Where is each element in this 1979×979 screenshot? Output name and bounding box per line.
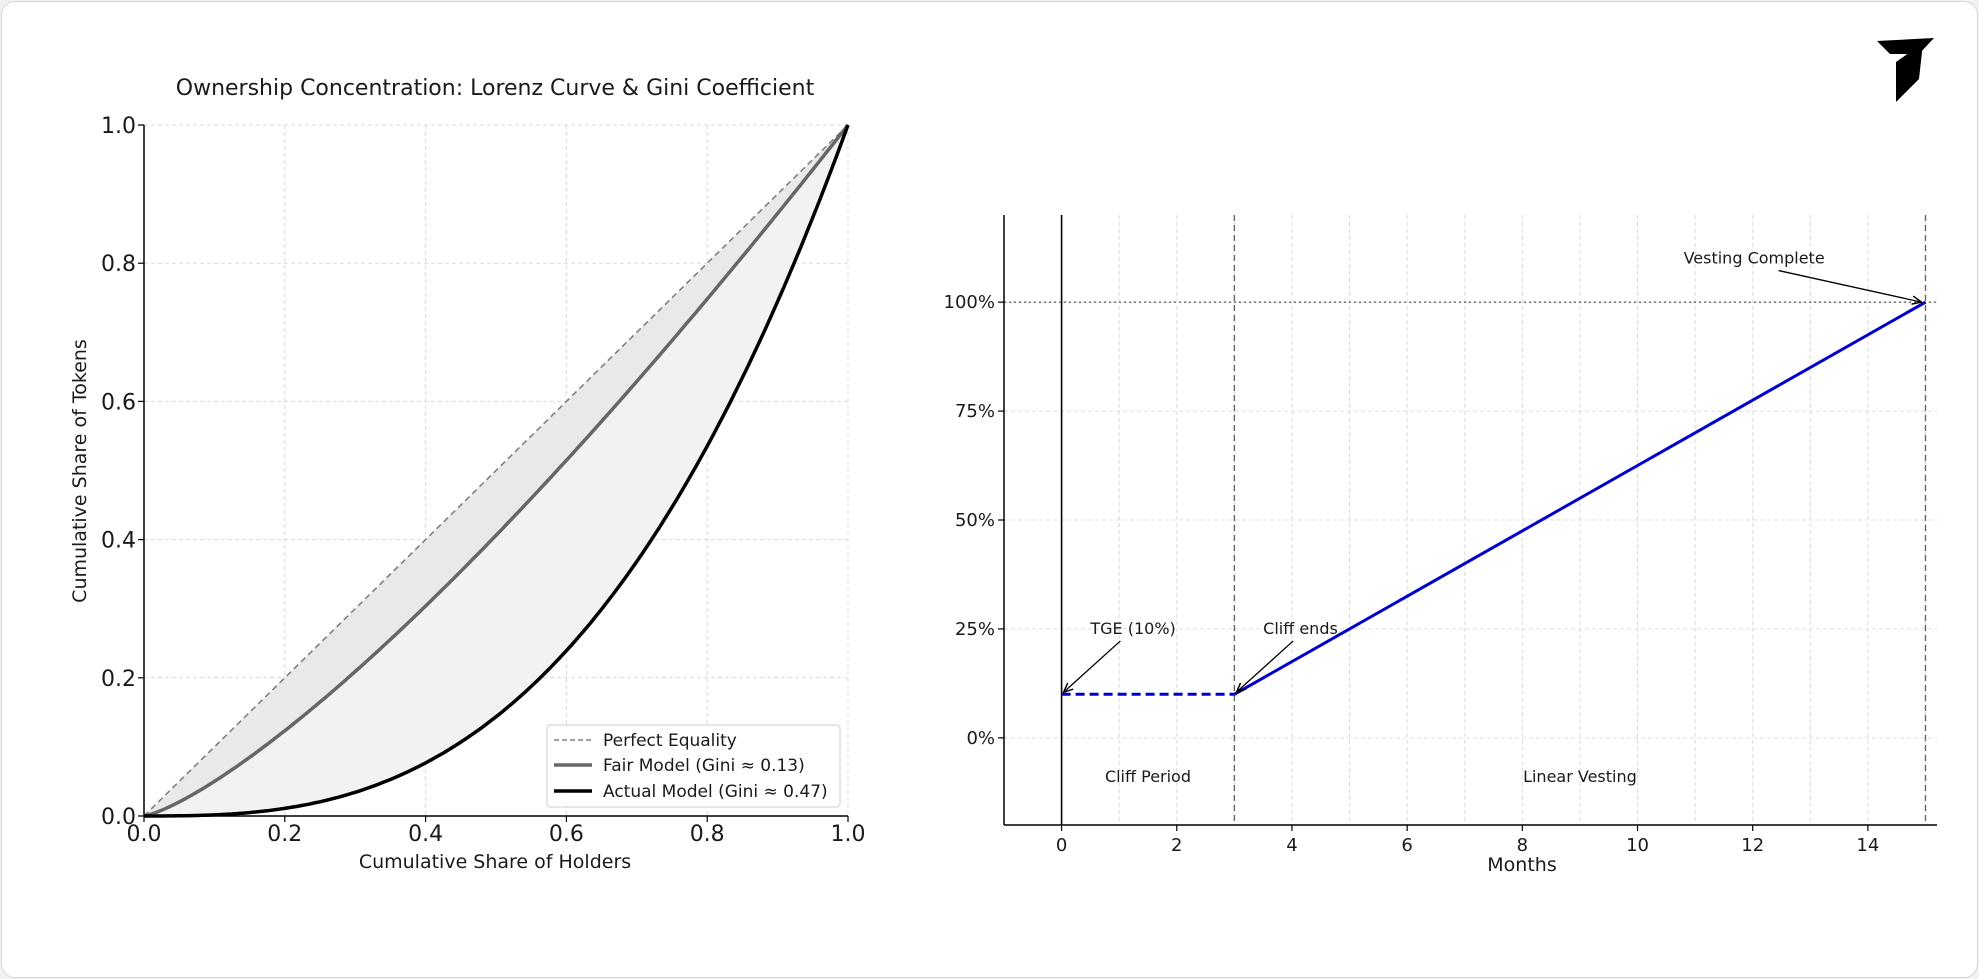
x-tick-label: 12 bbox=[1741, 835, 1764, 856]
series-fair-model bbox=[143, 123, 850, 818]
logo-top-shape bbox=[1877, 38, 1934, 54]
annotation-arrow bbox=[1064, 640, 1121, 692]
annotation-label: TGE (10%) bbox=[1089, 619, 1175, 638]
vesting-x-axis-label: Months bbox=[1487, 854, 1556, 876]
y-tick-label: 100% bbox=[944, 292, 995, 313]
y-tick-label: 0.0 bbox=[101, 805, 136, 830]
y-tick-label: 25% bbox=[955, 619, 995, 640]
legend-label-fair: Fair Model (Gini ≈ 0.13) bbox=[603, 756, 805, 776]
annotation-arrow bbox=[1236, 640, 1294, 692]
vesting-lines bbox=[1061, 300, 1927, 696]
x-tick-label: 1.0 bbox=[831, 822, 866, 847]
vesting-reference-lines bbox=[1004, 215, 1937, 825]
series-linear-vesting bbox=[1233, 300, 1927, 696]
region-fair-to-actual bbox=[144, 125, 848, 816]
y-tick-label: 1.0 bbox=[101, 114, 136, 139]
x-tick-label: 0 bbox=[1056, 835, 1067, 856]
annotation-label: Vesting Complete bbox=[1684, 249, 1825, 268]
x-tick-label: 0.8 bbox=[690, 822, 725, 847]
x-tick-label: 14 bbox=[1856, 835, 1879, 856]
region-label: Cliff Period bbox=[1105, 767, 1191, 786]
lorenz-axes bbox=[143, 125, 848, 817]
y-tick-label: 0.8 bbox=[101, 252, 136, 277]
x-tick-label: 0.4 bbox=[408, 822, 443, 847]
brand-logo bbox=[1877, 38, 1934, 102]
x-tick-label: 0.6 bbox=[549, 822, 584, 847]
series-actual-model bbox=[144, 124, 850, 818]
lorenz-y-axis-label: Cumulative Share of Tokens bbox=[69, 339, 91, 603]
lorenz-chart: 0.0 0.2 0.4 0.6 0.8 1.0 0.0 0.2 0.4 0.6 0.8 1.0 Own… bbox=[69, 76, 866, 873]
y-tick-label: 50% bbox=[955, 510, 995, 531]
lorenz-lines bbox=[143, 123, 850, 818]
x-tick-label: 4 bbox=[1286, 835, 1297, 856]
x-tick-label: 10 bbox=[1626, 835, 1649, 856]
legend-frame bbox=[546, 724, 841, 808]
legend-label-equality: Perfect Equality bbox=[603, 731, 737, 751]
logo-stem-shape bbox=[1896, 43, 1923, 102]
lorenz-legend: Perfect Equality Fair Model (Gini ≈ 0.13… bbox=[546, 724, 841, 808]
y-tick-label: 0% bbox=[966, 728, 995, 749]
y-tick-label: 75% bbox=[955, 401, 995, 422]
lorenz-x-axis-label: Cumulative Share of Holders bbox=[359, 851, 631, 873]
lorenz-title: Ownership Concentration: Lorenz Curve & … bbox=[176, 76, 815, 101]
region-label: Linear Vesting bbox=[1523, 767, 1637, 786]
x-tick-label: 0.0 bbox=[127, 822, 162, 847]
vesting-grid bbox=[1004, 215, 1937, 825]
series-perfect-equality bbox=[143, 124, 849, 817]
y-tick-label: 0.4 bbox=[101, 529, 136, 554]
y-tick-label: 0.2 bbox=[101, 667, 136, 692]
x-tick-label: 6 bbox=[1401, 835, 1412, 856]
lorenz-ticks: 0.0 0.2 0.4 0.6 0.8 1.0 0.0 0.2 0.4 0.6 0.8 1.0 bbox=[101, 114, 866, 847]
vesting-chart: 0 2 4 6 8 10 12 14 0% 25% 50% 75% 100% TGE (10%) Clif… bbox=[944, 215, 1937, 876]
y-tick-label: 0.6 bbox=[101, 390, 136, 415]
vesting-ticks: 0 2 4 6 8 10 12 14 0% 25% 50% 75% 100% bbox=[944, 292, 1880, 856]
annotation-arrow bbox=[1778, 269, 1922, 303]
x-tick-label: 8 bbox=[1517, 835, 1528, 856]
annotation-label: Cliff ends bbox=[1263, 619, 1338, 638]
x-tick-label: 0.2 bbox=[267, 822, 302, 847]
x-tick-label: 2 bbox=[1171, 835, 1182, 856]
legend-label-actual: Actual Model (Gini ≈ 0.47) bbox=[603, 782, 828, 802]
vesting-annotations: TGE (10%) Cliff ends Vesting Complete Cliff… bbox=[1064, 249, 1922, 786]
